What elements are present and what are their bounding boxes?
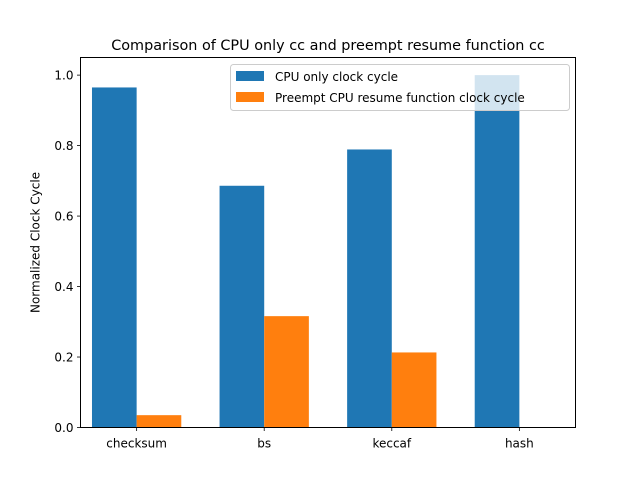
bar-preempt-resume-checksum: [136, 415, 182, 428]
bar-cpu-only-checksum: [91, 87, 137, 428]
chart-title: Comparison of CPU only cc and preempt re…: [111, 38, 545, 54]
x-axis: checksum bs keccaf hash: [106, 427, 534, 451]
bar-cpu-only-keccaf: [347, 149, 392, 428]
bar-cpu-only-bs: [219, 185, 265, 428]
legend-label-cpu-only: CPU only clock cycle: [275, 70, 398, 84]
x-tick-label-checksum: checksum: [106, 437, 167, 451]
x-tick-label-keccaf: keccaf: [372, 437, 411, 451]
y-tick-label: 0.6: [54, 210, 73, 224]
y-tick-label: 0.2: [54, 351, 73, 365]
legend-label-preempt-resume: Preempt CPU resume function clock cycle: [275, 91, 525, 105]
y-tick-label: 0.8: [54, 139, 73, 153]
legend-swatch-cpu-only: [236, 71, 264, 81]
x-tick-label-bs: bs: [257, 437, 271, 451]
y-tick-label: 0.4: [54, 280, 73, 294]
bar-preempt-resume-bs: [264, 316, 309, 428]
legend-swatch-preempt-resume: [236, 92, 264, 102]
x-tick-label-hash: hash: [505, 437, 534, 451]
legend: CPU only clock cycle Preempt CPU resume …: [230, 64, 570, 111]
plot-frame: [80, 57, 576, 428]
y-tick-label: 1.0: [54, 69, 73, 83]
y-axis: 0.0 0.2 0.4 0.6 0.8 1.0: [54, 69, 81, 435]
bar-cpu-only-hash: [474, 75, 520, 428]
bar-preempt-resume-keccaf: [391, 352, 437, 428]
y-axis-label: Normalized Clock Cycle: [29, 172, 43, 313]
legend-box: [230, 64, 570, 111]
y-tick-label: 0.0: [54, 421, 73, 435]
bars-layer: [91, 75, 520, 428]
